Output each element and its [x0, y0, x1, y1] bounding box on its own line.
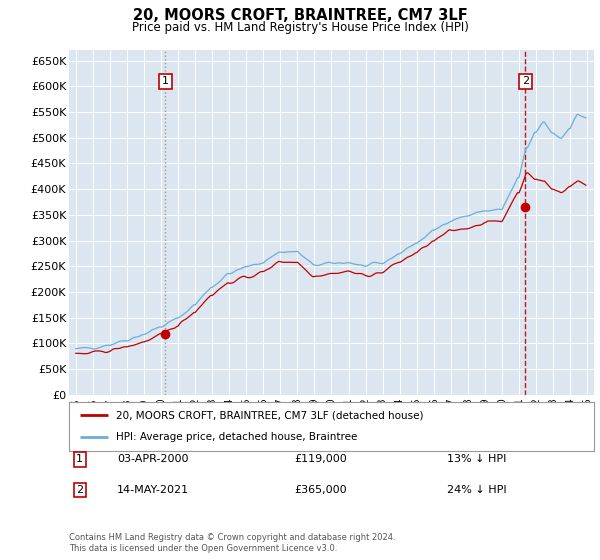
Text: 20, MOORS CROFT, BRAINTREE, CM7 3LF: 20, MOORS CROFT, BRAINTREE, CM7 3LF [133, 8, 467, 24]
Text: 1: 1 [76, 454, 83, 464]
Text: Price paid vs. HM Land Registry's House Price Index (HPI): Price paid vs. HM Land Registry's House … [131, 21, 469, 34]
Text: HPI: Average price, detached house, Braintree: HPI: Average price, detached house, Brai… [116, 432, 358, 442]
Text: 2: 2 [76, 485, 83, 495]
Text: 1: 1 [162, 76, 169, 86]
Text: £119,000: £119,000 [295, 454, 347, 464]
Text: 13% ↓ HPI: 13% ↓ HPI [448, 454, 506, 464]
Text: 24% ↓ HPI: 24% ↓ HPI [447, 485, 507, 495]
Text: 14-MAY-2021: 14-MAY-2021 [117, 485, 189, 495]
Text: 2: 2 [522, 76, 529, 86]
Text: Contains HM Land Registry data © Crown copyright and database right 2024.: Contains HM Land Registry data © Crown c… [69, 533, 395, 542]
Text: 20, MOORS CROFT, BRAINTREE, CM7 3LF (detached house): 20, MOORS CROFT, BRAINTREE, CM7 3LF (det… [116, 410, 424, 421]
Text: This data is licensed under the Open Government Licence v3.0.: This data is licensed under the Open Gov… [69, 544, 337, 553]
Text: £365,000: £365,000 [295, 485, 347, 495]
Text: 03-APR-2000: 03-APR-2000 [117, 454, 188, 464]
